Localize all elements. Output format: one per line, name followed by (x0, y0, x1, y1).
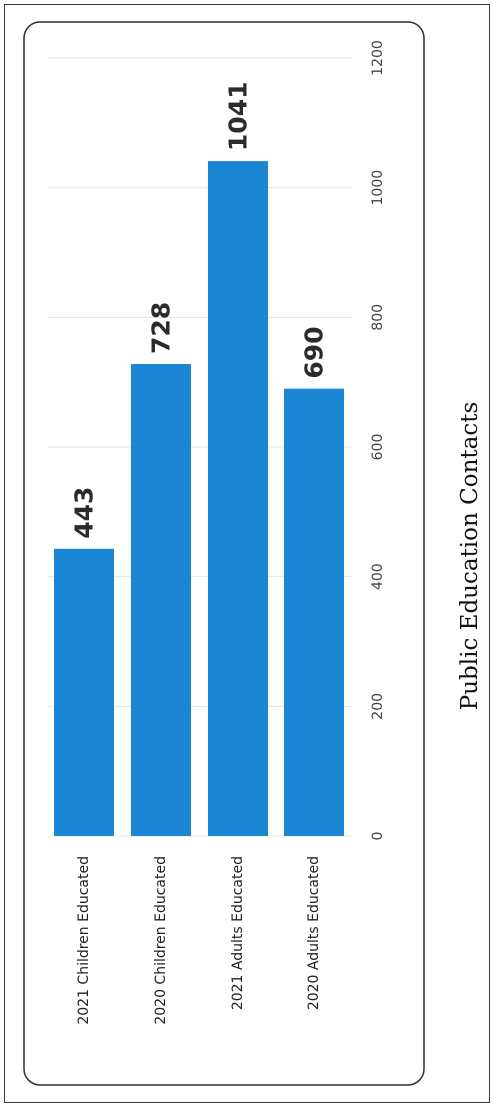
data-label: 690 (300, 326, 329, 378)
page-border (4, 4, 490, 1103)
tick-label: 200 (370, 693, 386, 720)
category-label: 2021 Children Educated (76, 856, 92, 1025)
tick-label: 400 (370, 563, 386, 590)
chart-caption: Public Education Contacts (457, 402, 483, 711)
data-label: 728 (147, 302, 176, 354)
bar (284, 388, 344, 836)
bar (131, 364, 191, 836)
tick-label: 1000 (370, 170, 386, 206)
bar (54, 548, 114, 836)
bars (54, 161, 344, 836)
data-label: 443 (70, 487, 99, 539)
category-axis: 2021 Children Educated 2020 Children Educ… (76, 856, 322, 1025)
category-label: 2020 Children Educated (153, 856, 169, 1025)
tick-label: 0 (370, 832, 386, 841)
tick-label: 1200 (370, 40, 386, 76)
data-label: 1041 (224, 81, 253, 151)
tick-label: 800 (370, 304, 386, 331)
data-labels: 443 728 1041 690 (70, 81, 329, 538)
value-axis: 0 200 400 600 800 1000 1200 (370, 40, 386, 840)
tick-label: 600 (370, 434, 386, 461)
bar (208, 161, 268, 836)
category-label: 2020 Adults Educated (306, 856, 322, 1010)
category-label: 2021 Adults Educated (230, 856, 246, 1010)
